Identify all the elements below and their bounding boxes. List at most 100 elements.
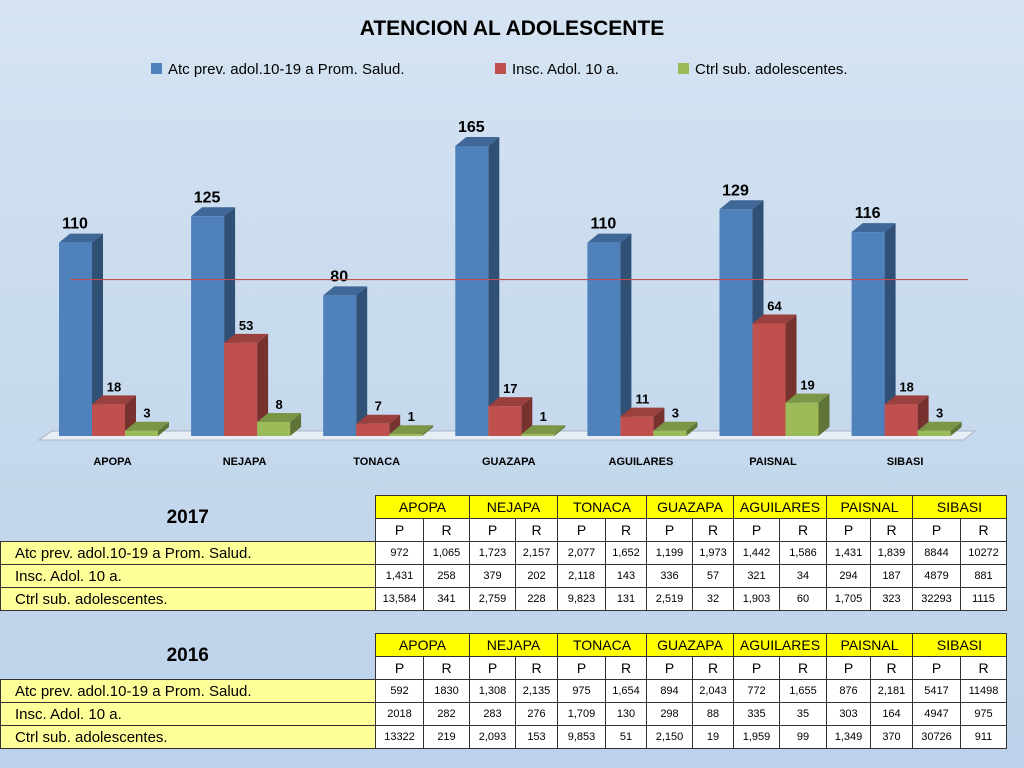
table-cell: 2,118 [557, 564, 606, 588]
table-cell: 1,065 [423, 541, 470, 565]
bar [488, 406, 522, 436]
bar-top [224, 333, 269, 343]
bar-top [356, 414, 401, 424]
bar-top [521, 425, 566, 435]
table-cell: 2,093 [469, 725, 516, 749]
data-label: 19 [800, 378, 814, 393]
data-label: 3 [672, 406, 679, 421]
data-label: 53 [239, 318, 253, 333]
chart-title: ATENCION AL ADOLESCENTE [360, 17, 665, 40]
data-label: 11 [636, 392, 650, 407]
table-cell: 130 [605, 702, 647, 726]
bar-top [389, 425, 434, 435]
year-label: 2017 [166, 507, 209, 529]
table-cell: 1,199 [646, 541, 693, 565]
table-cell: 2,157 [515, 541, 558, 565]
bar-top [191, 207, 236, 217]
subheader-cell: P [826, 518, 871, 542]
legend-label: Insc. Adol. 10 a. [512, 61, 619, 78]
subheader-cell: P [646, 656, 693, 680]
bar-side [818, 393, 830, 436]
table-cell: 335 [733, 702, 780, 726]
table-cell: 336 [646, 564, 693, 588]
table-row: Atc prev. adol.10-19 a Prom. Salud. 592 18… [0, 679, 1007, 703]
data-label: 1 [408, 409, 415, 424]
data-label: 64 [767, 299, 782, 314]
subheader-cell: P [912, 656, 961, 680]
municipality-header: AGUILARES [733, 495, 827, 519]
bar-top [92, 395, 136, 405]
subheader-cell: R [423, 656, 470, 680]
bar-side [356, 286, 368, 436]
bar [389, 434, 423, 436]
table-cell: 35 [779, 702, 827, 726]
subheader-cell: R [515, 656, 558, 680]
bar-side [686, 421, 698, 436]
municipality-header: NEJAPA [469, 633, 558, 657]
table-cell: 975 [557, 679, 606, 703]
table-cell: 341 [423, 587, 470, 611]
legend-label: Ctrl sub. adolescentes. [695, 61, 848, 78]
table-cell: 1,705 [826, 587, 871, 611]
table-cell: 303 [826, 702, 871, 726]
table-cell: 51 [605, 725, 647, 749]
bar-side [884, 223, 896, 436]
data-label: 165 [458, 119, 485, 136]
table-cell: 1,973 [692, 541, 734, 565]
municipality-header: AGUILARES [733, 633, 827, 657]
table-cell: 202 [515, 564, 558, 588]
bar [521, 434, 555, 436]
table-cell: 2,759 [469, 587, 516, 611]
table-row: Insc. Adol. 10 a. 1,431 258 379 202 2,118 143 3… [0, 564, 1007, 588]
table-cell: 1,903 [733, 587, 780, 611]
table-cell: 1,959 [733, 725, 780, 749]
bar-side [389, 414, 401, 436]
table-cell: 972 [375, 541, 424, 565]
table-cell: 258 [423, 564, 470, 588]
bar-side [950, 421, 962, 436]
table-cell: 32 [692, 587, 734, 611]
table-row: Ctrl sub. adolescentes. 13,584 341 2,759 228… [0, 587, 1007, 611]
bar-side [521, 397, 533, 436]
category-label: APOPA [93, 456, 131, 468]
subheader-cell: R [779, 656, 827, 680]
table-cell: 1,654 [605, 679, 647, 703]
municipality-header: PAISNAL [826, 495, 913, 519]
bar [455, 146, 489, 436]
subheader-cell: P [557, 656, 606, 680]
data-label: 110 [590, 216, 616, 233]
subheader-cell: R [515, 518, 558, 542]
table-cell: 772 [733, 679, 780, 703]
subheader-cell: P [557, 518, 606, 542]
table-cell: 5417 [912, 679, 961, 703]
bar [125, 430, 158, 436]
table-cell: 1,349 [826, 725, 871, 749]
table-cell: 9,823 [557, 587, 606, 611]
year-label: 2016 [166, 645, 209, 667]
bar-top [884, 395, 929, 405]
bar-top [323, 286, 368, 296]
table-2017: 2017 APOPA NEJAPA TONACA GUAZAPA AGUILARES PAI… [0, 495, 1007, 611]
table-cell: 370 [870, 725, 913, 749]
legend-swatch [495, 63, 506, 74]
table-cell: 1,839 [870, 541, 913, 565]
table-cell: 294 [826, 564, 871, 588]
bar-top [752, 314, 797, 324]
legend-swatch [678, 63, 689, 74]
subheader-cell: R [605, 656, 647, 680]
municipality-header: TONACA [557, 633, 647, 657]
table-cell: 2018 [375, 702, 424, 726]
subheader-cell: R [423, 518, 470, 542]
bar [752, 323, 786, 436]
data-label: 3 [143, 406, 150, 421]
bar [851, 232, 885, 436]
row-label: Insc. Adol. 10 a. [0, 564, 376, 588]
table-cell: 1,442 [733, 541, 780, 565]
table-cell: 2,135 [515, 679, 558, 703]
subheader-cell: R [779, 518, 827, 542]
data-label: 129 [722, 182, 749, 199]
table-cell: 1,431 [826, 541, 871, 565]
table-cell: 60 [779, 587, 827, 611]
municipality-header: SIBASI [912, 495, 1007, 519]
table-cell: 219 [423, 725, 470, 749]
